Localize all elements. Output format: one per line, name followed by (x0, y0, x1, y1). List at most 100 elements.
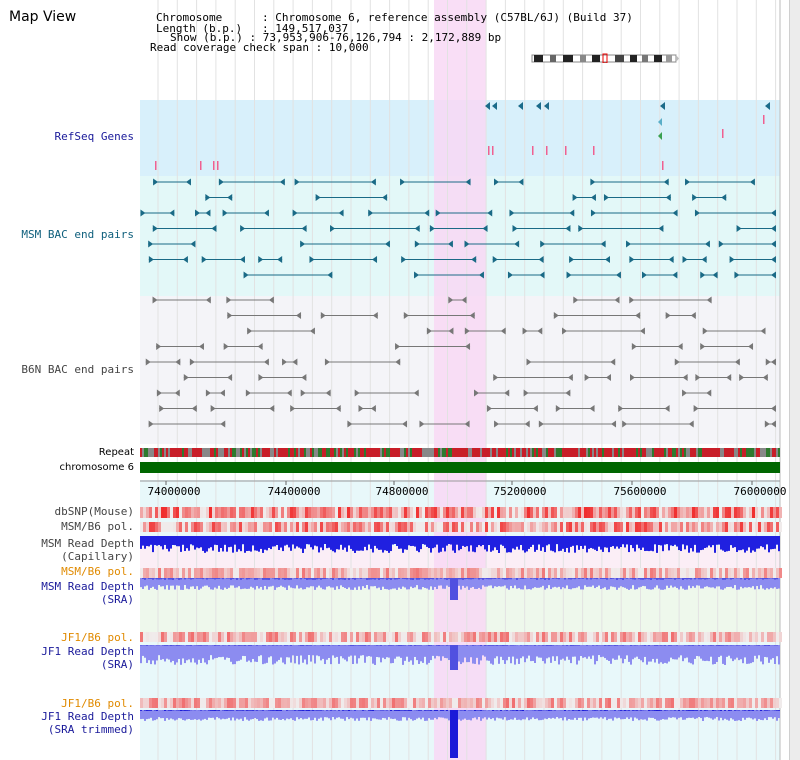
depth-bar (236, 536, 238, 552)
msm-bac-pair-end (512, 225, 518, 232)
depth-bar (606, 578, 608, 580)
heat-cell (755, 698, 758, 708)
b6n-bac-pair-end (395, 343, 401, 350)
heat-cell (638, 522, 641, 532)
heat-cell (749, 698, 752, 708)
heat-cell (386, 507, 389, 518)
depth-bar (532, 710, 534, 718)
heat-cell (551, 522, 554, 532)
heat-cell (617, 698, 620, 708)
repeat-segment (272, 448, 274, 457)
depth-bar (314, 645, 316, 664)
depth-bar (256, 710, 258, 720)
depth-bar (544, 710, 546, 719)
repeat-segment (214, 448, 216, 457)
repeat-segment (566, 448, 568, 457)
heat-cell (410, 568, 413, 578)
heat-cell (227, 568, 230, 578)
heat-cell (275, 698, 278, 708)
heat-cell (716, 568, 719, 578)
heat-cell (665, 632, 668, 642)
msm-bac-pair-end (148, 240, 154, 248)
depth-bar (218, 710, 220, 719)
depth-bar (746, 578, 748, 579)
msm-bac-pair-end (153, 178, 159, 186)
depth-bar (724, 645, 726, 665)
depth-bar (592, 710, 594, 711)
heat-cell (545, 698, 548, 708)
depth-bar (714, 710, 716, 719)
depth-bar (338, 645, 340, 664)
depth-bar (674, 710, 676, 711)
view-title: Map View (9, 9, 77, 25)
depth-bar (572, 578, 574, 589)
heat-cell (149, 568, 152, 578)
depth-bar (504, 578, 506, 580)
track-label-msm-bac[interactable]: MSM BAC end pairs (21, 228, 134, 241)
depth-bar (502, 578, 504, 580)
heat-cell (587, 632, 590, 642)
depth-bar (716, 710, 718, 718)
depth-bar (420, 710, 422, 720)
depth-bar (160, 536, 162, 547)
depth-bar (602, 710, 604, 719)
heat-cell (431, 507, 434, 518)
repeat-segment (168, 448, 170, 457)
depth-bar (614, 645, 616, 646)
chromosome-ideogram[interactable] (530, 53, 680, 63)
depth-bar (196, 645, 198, 646)
heat-cell (521, 632, 524, 642)
depth-bar (296, 710, 298, 718)
repeat-segment (354, 448, 356, 457)
depth-bar (360, 710, 362, 718)
depth-bar (228, 645, 230, 658)
depth-bar (242, 578, 244, 579)
depth-bar (620, 578, 622, 587)
heat-cell (779, 522, 782, 532)
depth-bar (744, 536, 746, 553)
depth-bar (206, 645, 208, 665)
heat-cell (599, 632, 602, 642)
heat-cell (509, 507, 512, 518)
depth-bar (552, 710, 554, 718)
depth-bar (572, 710, 574, 711)
depth-bar (386, 645, 388, 658)
b6n-bac-pair-end (500, 327, 506, 335)
depth-bar (154, 645, 156, 665)
heat-cell (146, 632, 149, 642)
heat-cell (644, 522, 647, 532)
vertical-scrollbar[interactable] (789, 0, 800, 760)
repeat-segment (628, 448, 630, 457)
depth-bar (732, 578, 734, 589)
depth-bar (390, 536, 392, 552)
heat-cell (140, 507, 143, 518)
track-label-refseq[interactable]: RefSeq Genes (54, 130, 134, 143)
heat-cell (182, 698, 185, 708)
depth-bar (318, 536, 320, 553)
heat-cell (206, 632, 209, 642)
heat-cell (347, 507, 350, 518)
depth-bar (400, 578, 402, 589)
track-label-b6n-bac[interactable]: B6N BAC end pairs (21, 363, 134, 376)
heat-cell (293, 522, 296, 532)
depth-bar (144, 578, 146, 580)
depth-bar (316, 536, 318, 547)
heat-cell (275, 568, 278, 578)
heat-cell (215, 568, 218, 578)
msm-bac-pair-end (578, 225, 584, 232)
heat-cell (599, 568, 602, 578)
depth-bar (438, 645, 440, 657)
depth-bar (212, 710, 214, 711)
depth-bar (486, 645, 488, 646)
depth-bar (634, 710, 636, 718)
depth-bar (422, 645, 424, 663)
depth-bar (228, 578, 230, 579)
depth-bar (364, 645, 366, 646)
depth-bar (256, 578, 258, 587)
depth-bar (232, 645, 234, 665)
heat-cell (404, 698, 407, 708)
depth-bar (674, 578, 676, 580)
heat-cell (671, 698, 674, 708)
depth-bar (362, 710, 364, 711)
